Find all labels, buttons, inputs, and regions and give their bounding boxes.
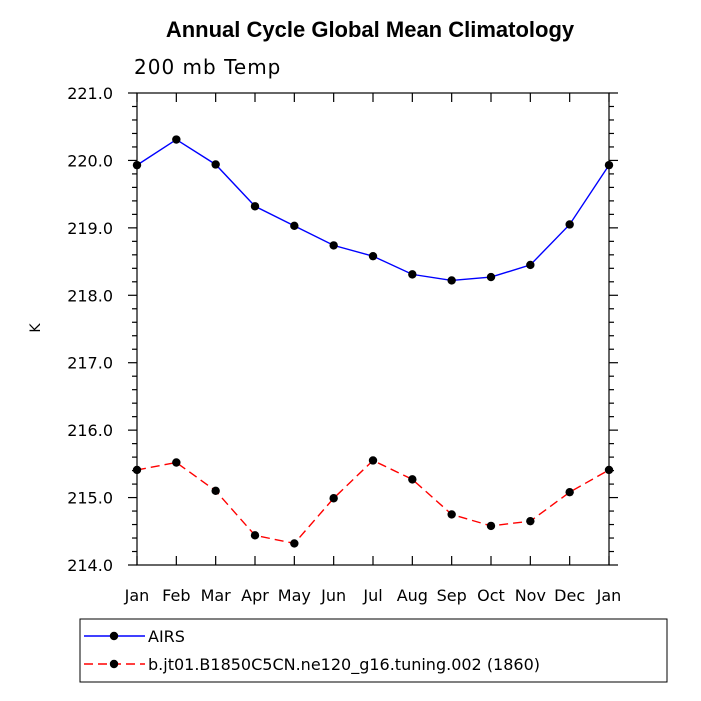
legend-label-1: AIRS	[148, 627, 185, 646]
y-tick-label: 220.0	[67, 151, 113, 170]
x-tick-label: Mar	[201, 586, 232, 605]
series-line-2	[136, 459, 610, 545]
x-tick-label: Jul	[362, 586, 382, 605]
y-tick-label: 217.0	[67, 354, 113, 373]
y-tick-label: 218.0	[67, 286, 113, 305]
x-tick-label: May	[278, 586, 311, 605]
series-points	[132, 135, 614, 548]
series-2-point	[447, 510, 456, 519]
x-tick-label: Jun	[320, 586, 346, 605]
series-1-point	[132, 160, 142, 170]
series-1-point	[408, 270, 417, 279]
chart-subtitle: 200 mb Temp	[134, 55, 281, 79]
series-2-point	[486, 521, 496, 531]
x-tick-label: Feb	[162, 586, 190, 605]
series-2-point	[408, 475, 417, 484]
y-tick-label: 216.0	[67, 421, 113, 440]
y-axis-label: K	[28, 323, 44, 333]
y-tick-labels: 214.0 215.0 216.0 217.0 218.0 219.0 220.0 221.0	[67, 84, 113, 575]
series-2-point	[604, 465, 614, 475]
y-tick-label: 214.0	[67, 556, 113, 575]
legend: AIRS b.jt01.B1850C5CN.ne120_g16.tuning.00…	[84, 627, 540, 675]
legend-marker-2	[109, 659, 119, 669]
series-2-point	[526, 516, 535, 526]
series-2-point	[211, 486, 220, 496]
y-tick-label: 221.0	[67, 84, 113, 103]
plot-frame	[136, 92, 610, 566]
series-lines	[136, 138, 610, 545]
legend-marker-1	[109, 631, 119, 641]
x-tick-label: Jan	[596, 586, 622, 605]
series-2-point	[329, 494, 338, 503]
x-tick-labels: Jan Feb Mar Apr May Jun Jul Aug Sep Oct Nov Dec Jan	[124, 586, 622, 605]
series-1-point	[565, 220, 574, 229]
y-tick-label: 215.0	[67, 489, 113, 508]
y-tick-label: 219.0	[67, 219, 113, 238]
x-tick-label: Sep	[437, 586, 467, 605]
series-1-point	[250, 202, 260, 211]
series-2-point	[368, 456, 378, 465]
series-1-point	[368, 251, 378, 261]
series-2-point	[290, 539, 299, 548]
x-tick-label: Nov	[515, 586, 546, 605]
series-1-point	[447, 276, 456, 285]
series-1-point	[526, 260, 535, 270]
x-tick-label: Apr	[241, 586, 269, 605]
series-2-point	[565, 487, 574, 497]
series-1-point	[486, 272, 496, 282]
x-tick-label: Aug	[397, 586, 428, 605]
series-2-point	[172, 458, 181, 467]
series-1-point	[604, 160, 614, 170]
series-1-point	[329, 241, 338, 250]
series-1-point	[290, 221, 299, 231]
legend-box	[79, 618, 668, 683]
axis-ticks	[128, 92, 618, 566]
x-tick-label: Oct	[477, 586, 505, 605]
x-tick-label: Dec	[554, 586, 585, 605]
x-tick-label: Jan	[124, 586, 150, 605]
series-2-point	[132, 465, 142, 475]
series-1-point	[172, 135, 181, 144]
series-2-point	[250, 531, 260, 540]
legend-label-2: b.jt01.B1850C5CN.ne120_g16.tuning.002 (1…	[148, 655, 540, 675]
series-1-point	[211, 160, 220, 169]
chart-title: Annual Cycle Global Mean Climatology	[166, 17, 575, 42]
